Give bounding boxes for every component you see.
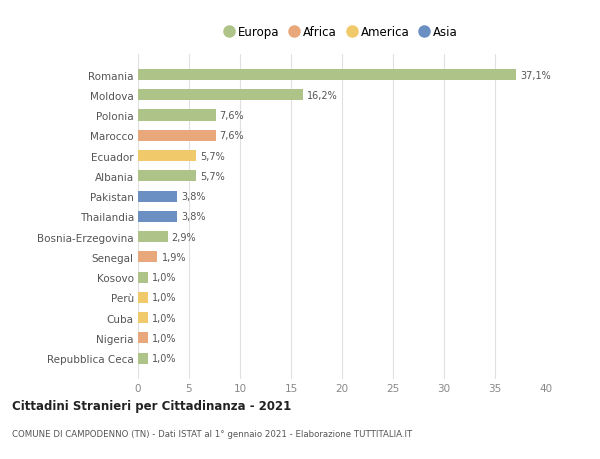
Bar [138, 70, 517, 81]
Text: 16,2%: 16,2% [307, 90, 338, 101]
Bar [138, 231, 167, 243]
Text: 1,0%: 1,0% [152, 313, 177, 323]
Bar [138, 292, 148, 303]
Bar [138, 130, 215, 141]
Bar [138, 171, 196, 182]
Legend: Europa, Africa, America, Asia: Europa, Africa, America, Asia [223, 22, 461, 42]
Text: 1,0%: 1,0% [152, 293, 177, 303]
Text: 1,9%: 1,9% [161, 252, 186, 262]
Text: 2,9%: 2,9% [172, 232, 196, 242]
Bar [138, 211, 177, 223]
Text: 1,0%: 1,0% [152, 273, 177, 283]
Text: 3,8%: 3,8% [181, 192, 205, 202]
Bar [138, 333, 148, 344]
Bar [138, 272, 148, 283]
Bar [138, 313, 148, 324]
Bar [138, 151, 196, 162]
Bar [138, 110, 215, 121]
Text: 5,7%: 5,7% [200, 151, 225, 161]
Text: 7,6%: 7,6% [220, 111, 244, 121]
Text: 1,0%: 1,0% [152, 333, 177, 343]
Text: 5,7%: 5,7% [200, 172, 225, 181]
Text: Cittadini Stranieri per Cittadinanza - 2021: Cittadini Stranieri per Cittadinanza - 2… [12, 399, 291, 412]
Text: 37,1%: 37,1% [521, 70, 551, 80]
Bar [138, 252, 157, 263]
Text: COMUNE DI CAMPODENNO (TN) - Dati ISTAT al 1° gennaio 2021 - Elaborazione TUTTITA: COMUNE DI CAMPODENNO (TN) - Dati ISTAT a… [12, 429, 412, 438]
Text: 3,8%: 3,8% [181, 212, 205, 222]
Text: 7,6%: 7,6% [220, 131, 244, 141]
Text: 1,0%: 1,0% [152, 353, 177, 364]
Bar [138, 90, 303, 101]
Bar [138, 353, 148, 364]
Bar [138, 191, 177, 202]
